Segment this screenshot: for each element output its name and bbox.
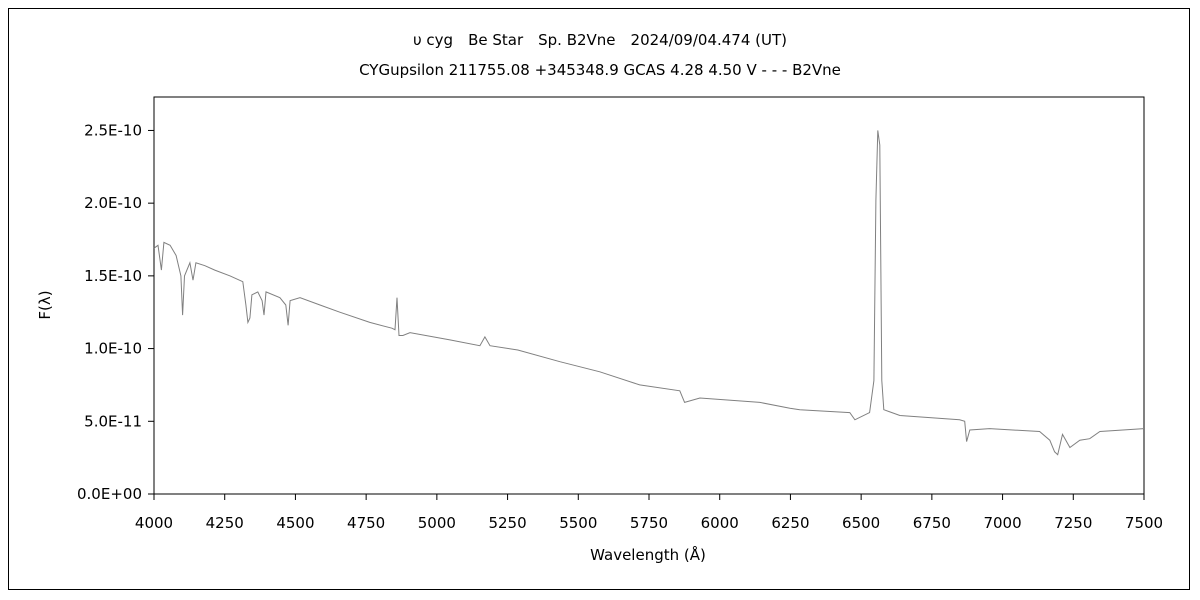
x-tick-label: 7250: [1054, 514, 1092, 532]
x-tick-label: 6500: [842, 514, 880, 532]
x-tick-label: 5750: [630, 514, 668, 532]
chart-frame: [8, 8, 1190, 590]
y-tick-label: 1.0E-10: [84, 340, 142, 358]
y-tick-label: 0.0E+00: [77, 485, 142, 503]
x-tick-label: 5000: [418, 514, 456, 532]
y-tick-label: 2.5E-10: [84, 121, 142, 139]
x-tick-label: 4000: [135, 514, 173, 532]
y-tick-label: 5.0E-11: [84, 412, 142, 430]
x-tick-label: 4750: [347, 514, 385, 532]
x-tick-label: 4250: [206, 514, 244, 532]
chart-subtitle: CYGupsilon 211755.08 +345348.9 GCAS 4.28…: [359, 61, 841, 79]
x-tick-label: 6750: [913, 514, 951, 532]
chart-title: υ cyg Be Star Sp. B2Vne 2024/09/04.474 (…: [413, 31, 787, 49]
x-axis-label: Wavelength (Å): [590, 545, 706, 564]
y-axis-label: F(λ): [36, 290, 54, 319]
x-tick-label: 5500: [559, 514, 597, 532]
x-tick-label: 6250: [771, 514, 809, 532]
x-tick-label: 6000: [701, 514, 739, 532]
x-tick-label: 4500: [276, 514, 314, 532]
y-tick-label: 1.5E-10: [84, 267, 142, 285]
y-tick-label: 2.0E-10: [84, 194, 142, 212]
x-tick-label: 7000: [983, 514, 1021, 532]
plot-area: [153, 96, 1145, 495]
x-tick-label: 7500: [1125, 514, 1163, 532]
spectrum-line: [153, 130, 1145, 456]
x-tick-label: 5250: [488, 514, 526, 532]
